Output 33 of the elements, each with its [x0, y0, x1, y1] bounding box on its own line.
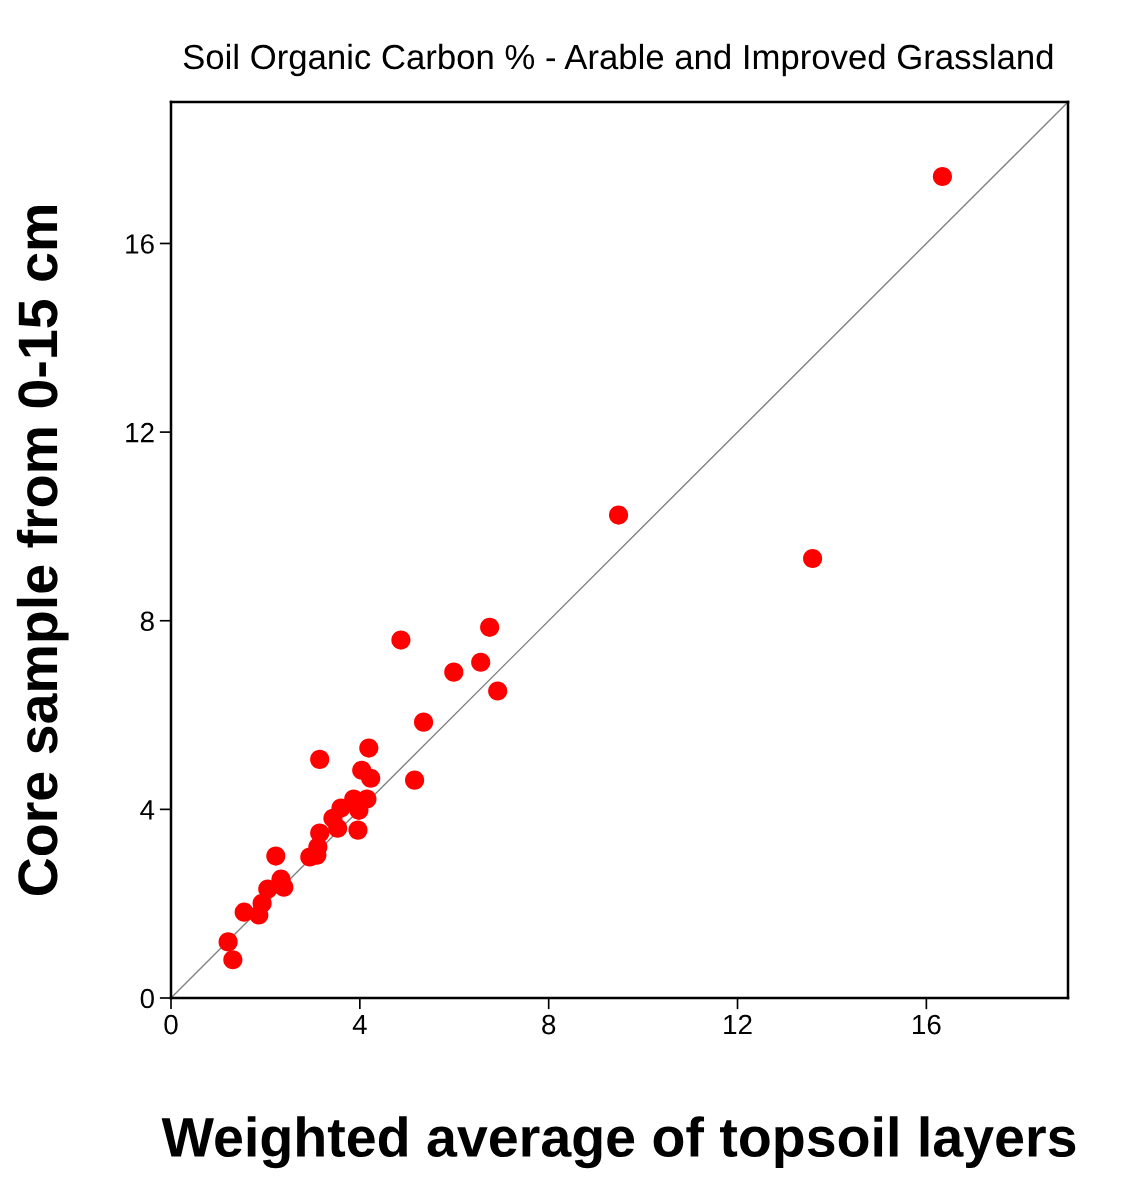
x-tick-label: 16 — [913, 1014, 941, 1035]
x-tick-label: 0 — [164, 1014, 178, 1035]
point — [444, 662, 464, 682]
chart-title: Soil Organic Carbon % - Arable and Improved Grassland — [183, 43, 1053, 77]
point — [310, 749, 330, 769]
y-tick-label: 16 — [126, 234, 154, 254]
x-tick-label: 12 — [724, 1014, 752, 1035]
point — [608, 505, 629, 525]
point — [328, 818, 348, 838]
point — [480, 617, 500, 637]
point — [391, 630, 411, 650]
point — [348, 820, 368, 840]
point — [274, 877, 294, 897]
y-tick-label: 0 — [140, 988, 154, 1009]
y-axis-title: Core sample from 0-15 cm — [16, 206, 69, 896]
point — [223, 950, 243, 970]
point — [405, 770, 425, 790]
point — [488, 681, 508, 701]
point — [803, 548, 823, 569]
y-tick-label: 12 — [126, 422, 154, 443]
point — [414, 712, 434, 732]
point — [932, 166, 952, 187]
y-tick-label: 8 — [140, 611, 154, 632]
point — [266, 846, 286, 866]
point — [471, 652, 491, 672]
y-tick-label: 4 — [140, 800, 155, 820]
x-axis-title: Weighted average of topsoil layers — [161, 1116, 1076, 1169]
point — [234, 902, 254, 922]
x-tick-label: 4 — [352, 1014, 367, 1035]
x-tick-label: 8 — [542, 1014, 556, 1035]
point — [361, 768, 381, 788]
point — [359, 738, 379, 758]
point — [218, 932, 238, 952]
